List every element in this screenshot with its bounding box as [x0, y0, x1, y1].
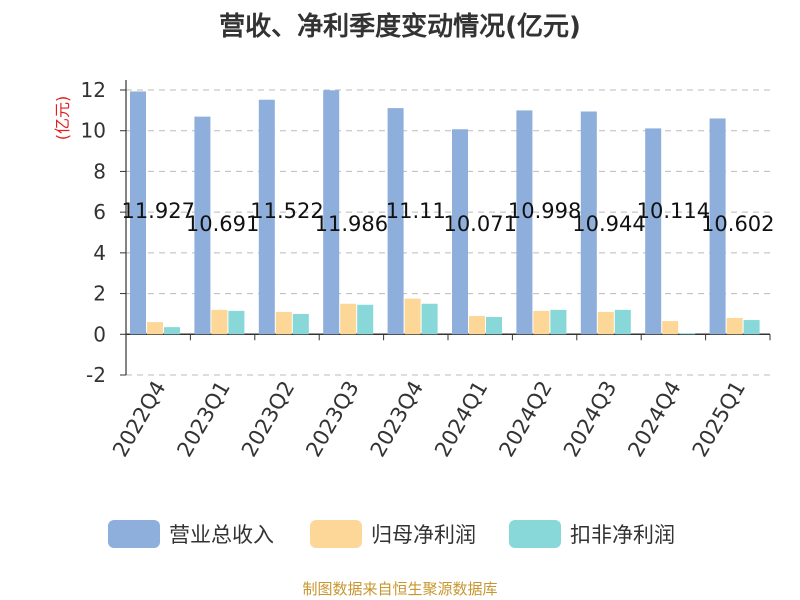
bar [580, 111, 597, 335]
bar [614, 309, 631, 335]
bar [743, 320, 760, 335]
bar [211, 309, 228, 335]
y-tick-label: 8 [93, 159, 106, 183]
data-label: 10.602 [701, 212, 774, 236]
bar [258, 99, 275, 335]
data-label: 11.986 [315, 212, 388, 236]
bar [662, 321, 679, 335]
y-tick-label: 12 [81, 78, 106, 102]
x-tick-label: 2023Q1 [172, 377, 234, 461]
data-label: 11.522 [250, 199, 323, 223]
bar [357, 304, 374, 335]
bar [452, 129, 468, 335]
bar [323, 90, 340, 335]
legend-swatch [509, 520, 561, 548]
legend-label: 营业总收入 [169, 523, 274, 547]
x-tick-label: 2024Q1 [430, 377, 492, 461]
bar [597, 311, 614, 335]
x-tick-label: 2023Q3 [301, 377, 363, 461]
x-tick-label: 2022Q4 [108, 377, 170, 461]
y-tick-label: -2 [86, 363, 106, 387]
bar [533, 310, 550, 335]
x-tick-label: 2023Q4 [366, 377, 428, 461]
bar [516, 110, 533, 335]
data-label: 10.998 [508, 199, 581, 223]
data-label: 11.11 [386, 199, 446, 223]
bar [550, 309, 567, 335]
x-tick-label: 2024Q4 [623, 377, 685, 461]
x-tick-label: 2025Q1 [688, 377, 750, 461]
data-label: 10.691 [186, 212, 259, 236]
data-label: 10.944 [572, 212, 645, 236]
chart-title: 营收、净利季度变动情况(亿元) [219, 12, 581, 42]
bar [726, 318, 743, 335]
y-axis-label: (亿元) [53, 96, 72, 141]
x-tick-label: 2023Q2 [237, 377, 299, 461]
legend-swatch [108, 520, 160, 548]
grid-lines [126, 89, 770, 376]
data-labels: 11.92710.69111.52211.98611.1110.07110.99… [121, 199, 774, 236]
bar [486, 316, 502, 335]
x-tick-label: 2024Q2 [494, 377, 556, 461]
data-label: 11.927 [121, 199, 194, 223]
y-tick-label: 6 [93, 200, 106, 224]
legend: 营业总收入 归母净利润 扣非净利润 [108, 520, 675, 548]
y-tick-label: 2 [93, 282, 106, 306]
bar [194, 116, 211, 335]
bar [275, 311, 292, 335]
legend-label: 归母净利润 [371, 523, 476, 547]
bar [164, 327, 180, 335]
bar [130, 91, 146, 335]
bar [404, 298, 421, 335]
legend-label: 扣非净利润 [570, 523, 675, 547]
data-label: 10.114 [637, 199, 710, 223]
bars [130, 90, 760, 335]
bar [228, 310, 245, 335]
y-tick-label: 0 [93, 322, 106, 346]
data-source-note: 制图数据来自恒生聚源数据库 [302, 580, 498, 598]
legend-swatch [310, 520, 362, 548]
x-tick-label: 2024Q3 [559, 377, 621, 461]
legend-item: 归母净利润 [310, 520, 476, 548]
bar [645, 128, 662, 335]
bar [340, 303, 357, 335]
legend-item: 营业总收入 [108, 520, 274, 548]
legend-item: 扣非净利润 [509, 520, 675, 548]
bar [387, 108, 404, 335]
bar [469, 315, 485, 335]
data-label: 10.071 [443, 212, 516, 236]
bar [147, 322, 163, 335]
bar [421, 303, 438, 335]
y-tick-label: 4 [93, 241, 106, 265]
bar [709, 118, 726, 335]
bar [292, 313, 309, 335]
bar [679, 333, 696, 335]
y-tick-label: 10 [81, 119, 106, 143]
